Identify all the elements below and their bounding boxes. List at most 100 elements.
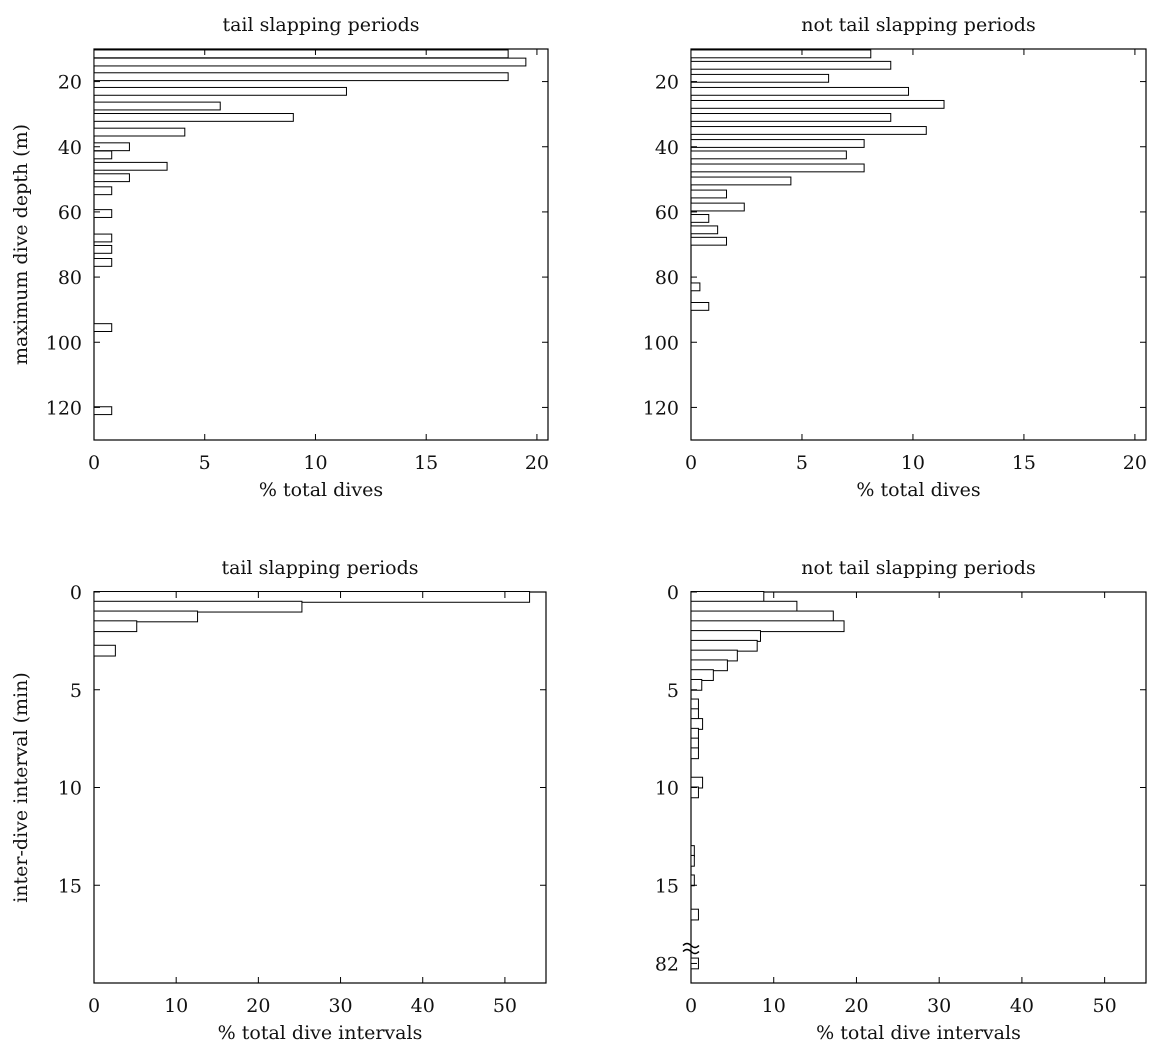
bar — [690, 718, 704, 730]
y-tick-label: 5 — [70, 680, 82, 702]
bar — [93, 127, 186, 137]
bar — [93, 101, 221, 111]
y-tick-label: 40 — [655, 137, 679, 159]
x-tick-label: 40 — [1010, 995, 1034, 1017]
bar — [690, 776, 704, 789]
y-tick-label: 100 — [643, 332, 679, 354]
bar — [690, 678, 703, 691]
x-tick-label: 0 — [88, 995, 100, 1017]
bar — [690, 214, 710, 223]
x-tick-label: 20 — [1123, 452, 1147, 474]
bar — [690, 737, 699, 750]
x-tick-label: 5 — [199, 452, 211, 474]
bar — [690, 669, 714, 681]
x-tick-label: 30 — [328, 995, 352, 1017]
bar — [690, 86, 910, 96]
bar — [93, 209, 113, 218]
bar — [690, 282, 701, 292]
bar — [93, 173, 130, 183]
bar — [93, 49, 509, 59]
bar — [93, 244, 113, 254]
y-tick-label: 20 — [58, 72, 82, 94]
y-tick-label: 60 — [58, 202, 82, 224]
y-tick-label: 15 — [655, 875, 679, 897]
x-axis-label: % total dive intervals — [218, 1022, 423, 1044]
bar — [93, 57, 527, 67]
y-break-label: 82 — [655, 953, 679, 975]
bar — [690, 163, 865, 173]
y-tick-label: 20 — [655, 72, 679, 94]
x-tick-label: 30 — [927, 995, 951, 1017]
bar — [690, 202, 745, 212]
bar — [93, 620, 138, 633]
x-tick-label: 10 — [762, 995, 786, 1017]
x-tick-label: 50 — [1093, 995, 1117, 1017]
x-tick-label: 0 — [88, 452, 100, 474]
y-tick-label: 80 — [58, 267, 82, 289]
panel-title: tail slapping periods — [221, 557, 418, 579]
y-tick-label: 60 — [655, 202, 679, 224]
x-tick-label: 20 — [246, 995, 270, 1017]
bar — [690, 49, 872, 59]
bar — [93, 233, 113, 243]
plot-frame — [93, 591, 547, 984]
bar — [690, 73, 830, 83]
bar — [690, 747, 699, 760]
bar — [690, 630, 761, 642]
y-tick-label: 0 — [667, 582, 679, 604]
bar — [690, 698, 699, 711]
bar — [690, 189, 728, 199]
bar — [690, 708, 699, 721]
bar — [690, 639, 758, 652]
bar — [690, 908, 699, 921]
bar — [690, 786, 699, 799]
y-axis-label: maximum dive depth (m) — [10, 124, 32, 365]
x-tick-label: 40 — [411, 995, 435, 1017]
x-tick-label: 50 — [493, 995, 517, 1017]
bar — [690, 854, 695, 867]
bar — [690, 126, 927, 135]
bar — [93, 150, 113, 160]
bar — [690, 301, 710, 311]
x-tick-label: 0 — [685, 452, 697, 474]
x-tick-label: 20 — [525, 452, 549, 474]
bar — [93, 406, 113, 416]
axis-break-mark — [682, 942, 700, 955]
bar — [690, 113, 892, 122]
y-tick-label: 80 — [655, 267, 679, 289]
x-tick-label: 10 — [164, 995, 188, 1017]
x-tick-label: 5 — [796, 452, 808, 474]
bar — [93, 600, 303, 613]
y-axis-label: inter-dive interval (min) — [10, 672, 32, 903]
bar — [690, 600, 798, 613]
y-tick-label: 40 — [58, 137, 82, 159]
panel-interval-not-tail-slapping: 0 10 20 30 40 50 0 5 10 15 82 not tail slapping per… — [655, 557, 1147, 1044]
bar — [93, 591, 531, 603]
x-tick-label: 15 — [414, 452, 438, 474]
y-tick-label: 120 — [46, 397, 82, 419]
x-tick-label: 0 — [685, 995, 697, 1017]
x-axis-label: % total dives — [259, 479, 383, 501]
bar — [93, 72, 509, 82]
panel-interval-tail-slapping: 0 10 20 30 40 50 0 5 10 15 tail slapping periods % … — [10, 557, 547, 1044]
x-axis-label: % total dive intervals — [816, 1022, 1021, 1044]
bar — [690, 610, 834, 623]
panel-title: not tail slapping periods — [801, 14, 1035, 36]
bar — [690, 99, 945, 109]
y-tick-label: 5 — [667, 680, 679, 702]
y-tick-label: 0 — [70, 582, 82, 604]
x-axis-label: % total dives — [856, 479, 980, 501]
bar — [690, 139, 865, 148]
bar — [690, 225, 719, 235]
bar — [690, 591, 765, 603]
bar — [690, 659, 728, 672]
y-tick-label: 120 — [643, 397, 679, 419]
bar — [93, 258, 113, 267]
panel-title: tail slapping periods — [222, 14, 419, 36]
bar — [93, 186, 113, 196]
bar — [690, 60, 892, 70]
panel-depth-not-tail-slapping: 0 5 10 15 20 20 40 60 80 100 120 not tail slapping … — [643, 14, 1147, 501]
plot-frame — [690, 591, 1147, 984]
bar — [690, 176, 792, 186]
